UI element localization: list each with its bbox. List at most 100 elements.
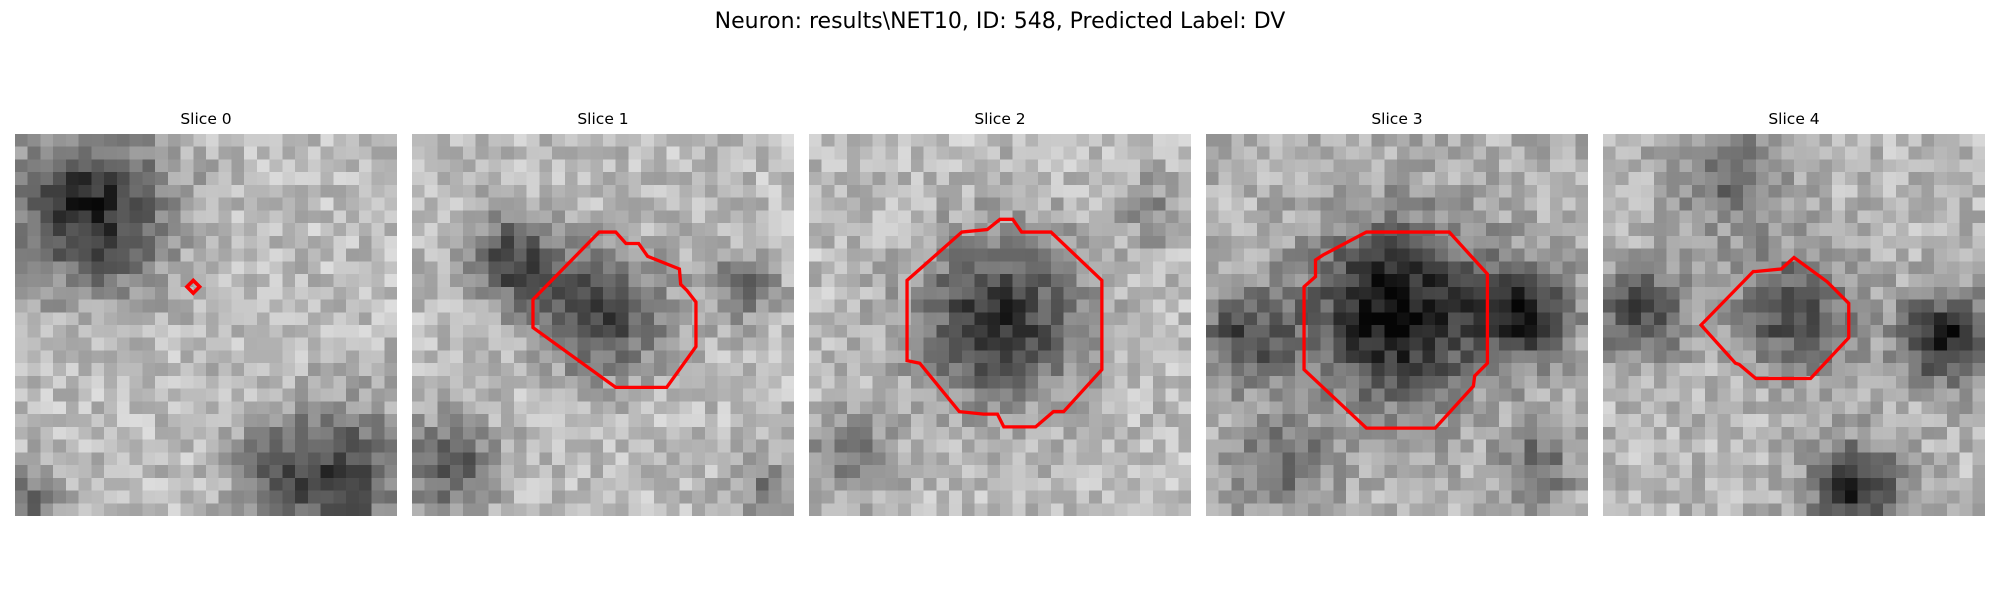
pixel <box>462 274 476 288</box>
pixel <box>628 337 642 351</box>
pixel <box>513 452 527 466</box>
pixel <box>743 159 757 173</box>
pixel <box>1524 350 1538 364</box>
pixel <box>590 286 604 300</box>
pixel <box>1140 134 1154 147</box>
pixel <box>244 452 258 466</box>
pixel <box>206 299 219 313</box>
pixel <box>1114 197 1128 211</box>
slice-4-title: Slice 4 <box>1768 110 1820 128</box>
pixel <box>1628 312 1642 326</box>
pixel <box>462 363 476 377</box>
pixel <box>1575 261 1588 275</box>
pixel <box>27 401 41 415</box>
pixel <box>256 159 270 173</box>
pixel <box>1934 172 1948 186</box>
pixel <box>1206 325 1219 338</box>
pixel <box>437 325 451 338</box>
pixel <box>78 274 92 288</box>
pixel <box>1704 184 1718 198</box>
pixel <box>501 503 515 516</box>
pixel <box>1819 197 1833 211</box>
pixel <box>821 210 835 224</box>
pixel <box>424 146 438 160</box>
pixel <box>244 337 258 351</box>
pixel <box>437 210 451 224</box>
pixel <box>1206 477 1219 491</box>
pixel <box>412 503 425 516</box>
pixel <box>1114 503 1128 516</box>
pixel <box>1152 159 1166 173</box>
pixel <box>142 401 156 415</box>
pixel <box>1231 159 1245 173</box>
pixel <box>269 325 283 338</box>
pixel <box>1844 363 1858 377</box>
pixel <box>1371 503 1385 516</box>
pixel <box>552 439 566 453</box>
pixel <box>898 223 912 237</box>
pixel <box>1140 426 1154 440</box>
pixel <box>526 337 540 351</box>
pixel <box>1870 414 1884 428</box>
pixel <box>1384 312 1398 326</box>
pixel <box>923 134 937 147</box>
pixel <box>1206 184 1219 198</box>
pixel <box>104 439 118 453</box>
pixel <box>768 350 782 364</box>
pixel <box>206 401 219 415</box>
pixel <box>256 375 270 389</box>
pixel <box>104 350 118 364</box>
pixel <box>781 172 794 186</box>
pixel <box>1934 146 1948 160</box>
pixel <box>1704 172 1718 186</box>
pixel <box>834 172 848 186</box>
pixel <box>40 299 54 313</box>
pixel <box>333 439 347 453</box>
pixel <box>1409 172 1423 186</box>
pixel <box>704 337 718 351</box>
pixel <box>295 274 309 288</box>
pixel <box>692 388 706 402</box>
pixel <box>961 426 975 440</box>
pixel <box>1717 426 1731 440</box>
pixel <box>1653 414 1667 428</box>
pixel <box>1524 465 1538 479</box>
pixel <box>1562 388 1576 402</box>
pixel <box>768 210 782 224</box>
pixel <box>539 184 553 198</box>
pixel <box>1857 312 1871 326</box>
pixel <box>65 363 79 377</box>
pixel <box>1653 388 1667 402</box>
pixel <box>1743 337 1757 351</box>
pixel <box>1152 235 1166 249</box>
pixel <box>809 197 822 211</box>
pixel <box>27 439 41 453</box>
pixel <box>641 439 655 453</box>
pixel <box>206 337 219 351</box>
pixel <box>1320 159 1334 173</box>
pixel <box>333 375 347 389</box>
pixel <box>193 325 207 338</box>
pixel <box>1333 325 1347 338</box>
pixel <box>1256 375 1270 389</box>
pixel <box>1972 388 1985 402</box>
pixel <box>1641 134 1655 147</box>
pixel <box>116 286 130 300</box>
pixel <box>987 197 1001 211</box>
pixel <box>1256 248 1270 262</box>
pixel <box>412 325 425 338</box>
pixel <box>1346 363 1360 377</box>
pixel <box>475 172 489 186</box>
pixel <box>755 465 769 479</box>
pixel <box>437 159 451 173</box>
pixel <box>1282 248 1296 262</box>
pixel <box>1537 146 1551 160</box>
pixel <box>821 134 835 147</box>
pixel <box>755 172 769 186</box>
pixel <box>1435 325 1449 338</box>
pixel <box>78 134 92 147</box>
pixel <box>641 350 655 364</box>
pixel <box>244 363 258 377</box>
pixel <box>155 274 169 288</box>
pixel <box>961 388 975 402</box>
